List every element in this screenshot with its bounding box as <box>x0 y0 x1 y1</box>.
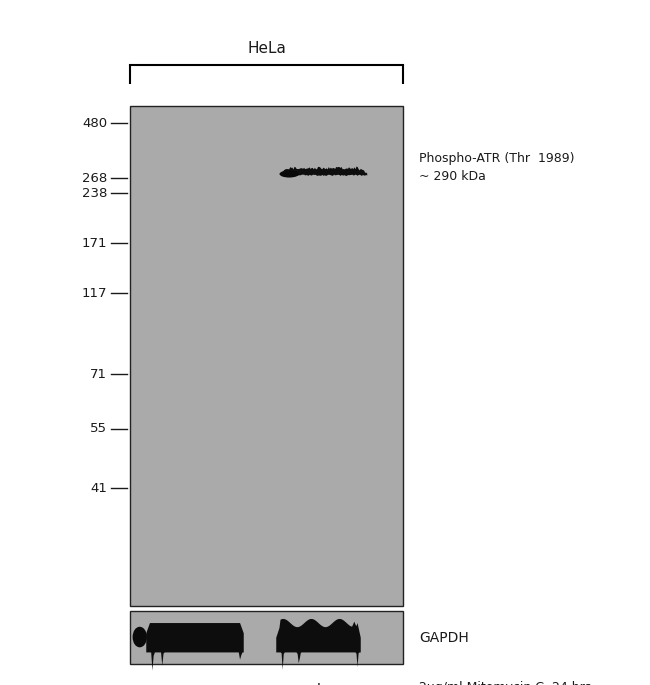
Text: 238: 238 <box>82 187 107 199</box>
Text: 55: 55 <box>90 423 107 435</box>
Text: 171: 171 <box>82 237 107 249</box>
Text: 480: 480 <box>82 117 107 129</box>
Text: +: + <box>311 680 326 685</box>
Bar <box>130 106 403 606</box>
Polygon shape <box>276 619 361 670</box>
Text: -: - <box>192 680 198 685</box>
Text: 41: 41 <box>90 482 107 495</box>
Text: 268: 268 <box>82 172 107 184</box>
Text: HeLa: HeLa <box>247 41 286 56</box>
Ellipse shape <box>133 627 147 647</box>
Ellipse shape <box>280 171 299 177</box>
Text: Phospho-ATR (Thr  1989)
~ 290 kDa: Phospho-ATR (Thr 1989) ~ 290 kDa <box>419 151 575 183</box>
Bar <box>130 611 403 664</box>
Polygon shape <box>283 166 367 176</box>
Text: GAPDH: GAPDH <box>419 631 469 645</box>
Text: 71: 71 <box>90 368 107 380</box>
Polygon shape <box>146 623 244 671</box>
Text: 2ug/ml Mitomycin C, 24 hrs: 2ug/ml Mitomycin C, 24 hrs <box>419 681 592 685</box>
Text: 117: 117 <box>82 287 107 299</box>
